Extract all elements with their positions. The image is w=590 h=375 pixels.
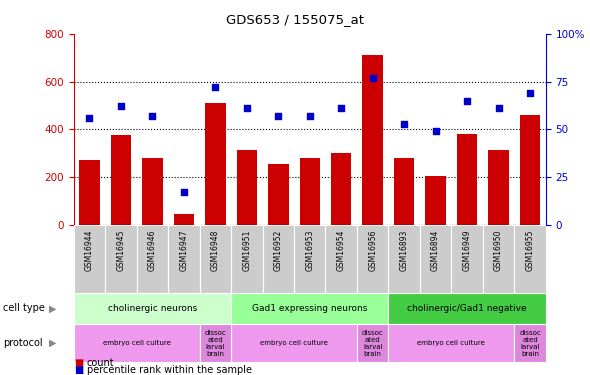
Bar [237,150,257,225]
Bar [300,158,320,225]
Text: GSM16945: GSM16945 [116,230,126,271]
Text: ■: ■ [74,365,83,375]
Point [85,115,94,121]
Text: GSM16955: GSM16955 [526,230,535,271]
Bar [74,292,231,324]
Text: embryo cell culture: embryo cell culture [260,340,328,346]
Text: ▶: ▶ [49,338,57,348]
Text: GSM16954: GSM16954 [337,230,346,271]
Text: cell type: cell type [3,303,45,313]
Bar [168,225,199,292]
Text: GSM16893: GSM16893 [399,230,409,271]
Text: dissoc
ated
larval
brain: dissoc ated larval brain [519,330,541,357]
Point [116,104,126,110]
Point [179,189,189,195]
Text: embryo cell culture: embryo cell culture [103,340,171,346]
Bar [231,225,263,292]
Point [368,75,378,81]
Text: dissoc
ated
larval
brain: dissoc ated larval brain [205,330,226,357]
Text: GDS653 / 155075_at: GDS653 / 155075_at [226,13,364,26]
Point [399,121,409,127]
Bar [388,292,546,324]
Bar [451,225,483,292]
Text: GSM16950: GSM16950 [494,230,503,271]
Text: GSM16956: GSM16956 [368,230,377,271]
Bar [205,103,225,225]
Bar [268,164,289,225]
Text: GSM16948: GSM16948 [211,230,220,271]
Point [148,113,157,119]
Point [242,105,251,111]
Bar [173,214,194,225]
Bar [79,160,100,225]
Point [211,84,220,90]
Bar [420,225,451,292]
Point [525,90,535,96]
Text: protocol: protocol [3,338,42,348]
Bar [137,225,168,292]
Bar [388,324,514,362]
Bar [483,225,514,292]
Text: GSM16951: GSM16951 [242,230,251,271]
Bar [294,225,326,292]
Bar [357,225,388,292]
Bar [489,150,509,225]
Text: Gad1 expressing neurons: Gad1 expressing neurons [252,304,368,313]
Bar [425,176,446,225]
Bar [457,134,477,225]
Bar [331,153,352,225]
Text: cholinergic/Gad1 negative: cholinergic/Gad1 negative [407,304,527,313]
Bar [74,225,105,292]
Text: embryo cell culture: embryo cell culture [417,340,486,346]
Point [336,105,346,111]
Text: GSM16946: GSM16946 [148,230,157,271]
Bar [357,324,388,362]
Bar [394,158,414,225]
Text: GSM16953: GSM16953 [305,230,314,271]
Point [305,113,314,119]
Point [494,105,503,111]
Bar [74,324,199,362]
Bar [142,158,163,225]
Text: GSM16952: GSM16952 [274,230,283,271]
Bar [514,324,546,362]
Bar [263,225,294,292]
Point [274,113,283,119]
Text: ▶: ▶ [49,303,57,313]
Point [463,98,472,104]
Text: GSM16944: GSM16944 [85,230,94,271]
Bar [105,225,137,292]
Text: dissoc
ated
larval
brain: dissoc ated larval brain [362,330,384,357]
Bar [111,135,131,225]
Bar [388,225,420,292]
Text: GSM16949: GSM16949 [463,230,471,271]
Bar [326,225,357,292]
Text: count: count [87,358,114,368]
Bar [514,225,546,292]
Text: GSM16947: GSM16947 [179,230,188,271]
Text: percentile rank within the sample: percentile rank within the sample [87,365,252,375]
Text: GSM16894: GSM16894 [431,230,440,271]
Bar [199,225,231,292]
Bar [362,55,383,225]
Bar [520,115,540,225]
Point [431,128,440,134]
Bar [199,324,231,362]
Text: cholinergic neurons: cholinergic neurons [108,304,197,313]
Text: ■: ■ [74,358,83,368]
Bar [231,324,357,362]
Bar [231,292,388,324]
